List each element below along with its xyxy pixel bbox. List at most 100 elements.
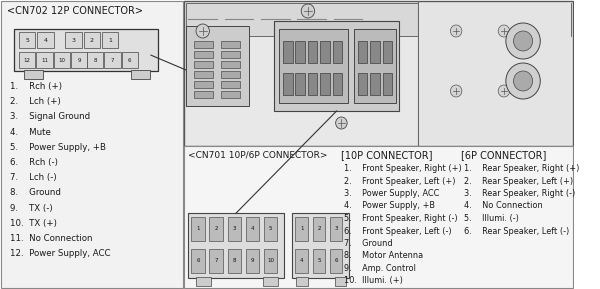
Bar [65, 32, 82, 48]
Text: 4.    No Connection: 4. No Connection [464, 201, 542, 210]
Bar [383, 41, 392, 63]
Bar [383, 73, 392, 95]
Bar [333, 41, 343, 63]
Circle shape [506, 23, 540, 59]
Bar [295, 217, 308, 241]
Text: 2: 2 [90, 38, 94, 42]
Circle shape [506, 63, 540, 99]
Text: <CN702 12P CONNECTOR>: <CN702 12P CONNECTOR> [7, 6, 143, 16]
Circle shape [451, 25, 462, 37]
Bar [358, 73, 367, 95]
Text: 11: 11 [41, 58, 48, 62]
Text: 10.  Illumi. (+): 10. Illumi. (+) [344, 277, 403, 286]
Text: 12: 12 [24, 58, 31, 62]
Bar [292, 213, 349, 278]
Bar [221, 61, 240, 68]
Circle shape [498, 25, 509, 37]
Text: 8: 8 [233, 258, 236, 264]
Text: 10: 10 [267, 258, 274, 264]
Bar [194, 51, 213, 58]
Bar [313, 249, 325, 273]
Text: 1: 1 [108, 38, 112, 42]
Bar [330, 249, 343, 273]
Text: 1.    Front Speaker, Right (+): 1. Front Speaker, Right (+) [344, 164, 462, 173]
Text: 6.    Rear Speaker, Left (-): 6. Rear Speaker, Left (-) [464, 227, 569, 236]
Text: 1.    Rear Speaker, Right (+): 1. Rear Speaker, Right (+) [464, 164, 579, 173]
Text: [10P CONNECTOR]: [10P CONNECTOR] [341, 150, 433, 160]
Text: 9: 9 [77, 58, 80, 62]
Bar [295, 73, 305, 95]
Bar [274, 21, 399, 111]
Bar [131, 70, 150, 79]
Bar [283, 41, 293, 63]
Text: 6: 6 [128, 58, 131, 62]
Bar [185, 3, 571, 36]
Text: 6: 6 [196, 258, 200, 264]
Bar [221, 91, 240, 98]
Bar [296, 277, 308, 286]
Bar [308, 41, 317, 63]
Text: 5.    Power Supply, +B: 5. Power Supply, +B [10, 143, 106, 152]
Bar [209, 249, 223, 273]
Text: 5: 5 [317, 258, 320, 264]
Text: 5.    Illumi. (-): 5. Illumi. (-) [464, 214, 518, 223]
Bar [221, 81, 240, 88]
Text: 1: 1 [196, 227, 200, 231]
Bar [320, 73, 330, 95]
Bar [194, 91, 213, 98]
Bar [184, 1, 573, 146]
Bar [104, 52, 121, 68]
Bar [19, 32, 35, 48]
Text: 1: 1 [300, 227, 304, 231]
Bar [263, 277, 278, 286]
Text: 9.    TX (-): 9. TX (-) [10, 203, 52, 213]
Text: 10.  TX (+): 10. TX (+) [10, 219, 56, 228]
Text: 9: 9 [251, 258, 254, 264]
Bar [354, 29, 396, 103]
Text: 4.    Power Supply, +B: 4. Power Supply, +B [344, 201, 435, 210]
Bar [370, 41, 380, 63]
Bar [102, 32, 118, 48]
Bar [330, 217, 343, 241]
Text: 8: 8 [94, 58, 97, 62]
Circle shape [196, 24, 209, 38]
Bar [194, 81, 213, 88]
Bar [279, 29, 348, 103]
Text: 11.  No Connection: 11. No Connection [10, 234, 92, 243]
Text: 3.    Power Supply, ACC: 3. Power Supply, ACC [344, 189, 440, 198]
Bar [221, 41, 240, 48]
Bar [53, 52, 70, 68]
Text: 8.    Motor Antenna: 8. Motor Antenna [344, 251, 424, 260]
Bar [191, 217, 205, 241]
Bar [313, 217, 325, 241]
Bar [295, 41, 305, 63]
Circle shape [498, 85, 509, 97]
Text: 4: 4 [43, 38, 47, 42]
Text: 7.    Ground: 7. Ground [344, 239, 393, 248]
Circle shape [514, 31, 533, 51]
Text: 4: 4 [251, 227, 254, 231]
Bar [335, 277, 346, 286]
Bar [419, 3, 571, 144]
Bar [24, 70, 43, 79]
Text: [6P CONNECTOR]: [6P CONNECTOR] [461, 150, 546, 160]
Bar [184, 146, 573, 288]
Bar [221, 71, 240, 78]
Bar [227, 217, 241, 241]
Text: 6.    Rch (-): 6. Rch (-) [10, 158, 58, 167]
Bar [358, 41, 367, 63]
Bar [246, 249, 259, 273]
Text: 3: 3 [71, 38, 76, 42]
Bar [188, 213, 284, 278]
Circle shape [301, 4, 314, 18]
Text: 12.  Power Supply, ACC: 12. Power Supply, ACC [10, 249, 110, 258]
Text: 2.    Lch (+): 2. Lch (+) [10, 97, 61, 106]
Text: 4.    Mute: 4. Mute [10, 128, 50, 137]
Bar [194, 61, 213, 68]
Bar [333, 73, 343, 95]
Text: 3: 3 [233, 227, 236, 231]
Text: 6.    Front Speaker, Left (-): 6. Front Speaker, Left (-) [344, 227, 452, 236]
Text: 10: 10 [58, 58, 65, 62]
Bar [19, 52, 35, 68]
Bar [14, 29, 158, 71]
